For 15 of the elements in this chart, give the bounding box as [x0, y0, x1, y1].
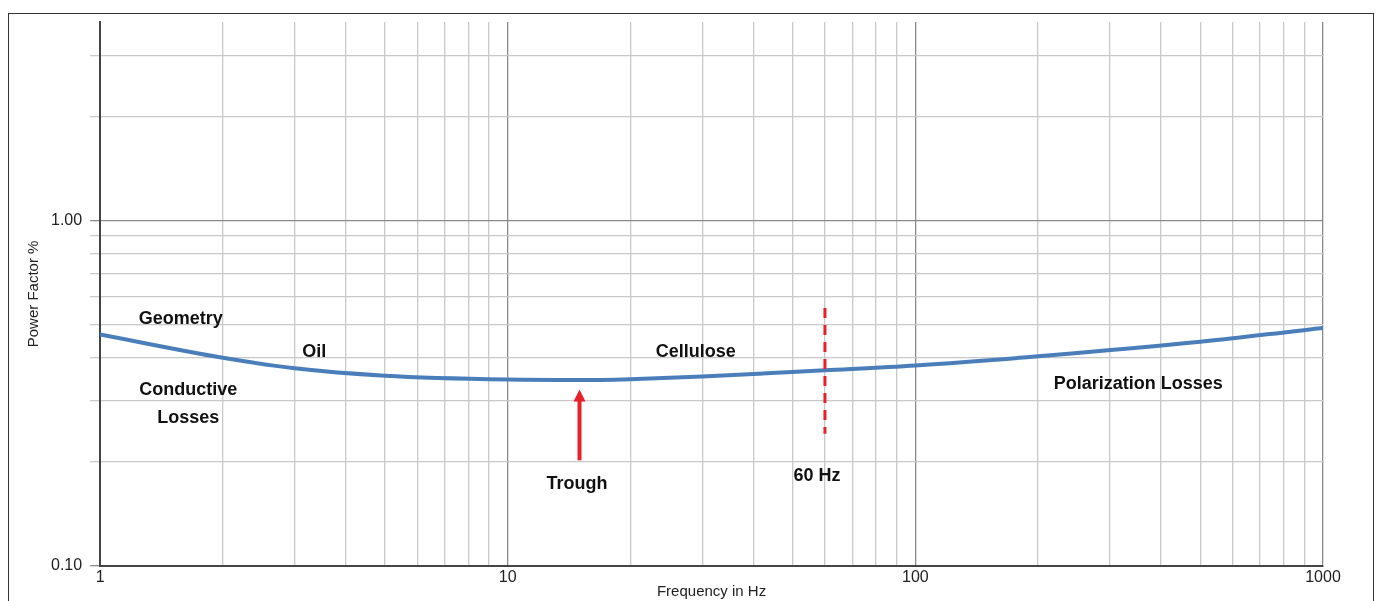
y-axis-title: Power Factor % — [24, 240, 42, 348]
annotation: Cellulose — [655, 341, 736, 362]
y-tick-label: 0.10 — [51, 556, 83, 574]
x-tick-label: 10 — [498, 567, 517, 585]
annotation: Polarization Losses — [1053, 372, 1223, 393]
x-tick-label: 1000 — [1305, 567, 1341, 585]
annotation: Trough — [546, 473, 608, 494]
annotation: Conductive Losses — [139, 378, 238, 427]
x-tick-label: 1 — [95, 567, 105, 585]
annotation: Oil — [302, 340, 327, 361]
annotation: Geometry — [138, 307, 223, 328]
y-tick-label: 1.00 — [51, 210, 83, 228]
x-axis-title: Frequency in Hz — [656, 582, 767, 600]
x-tick-label: 100 — [902, 567, 929, 585]
ref-line-label: 60 Hz — [793, 465, 841, 486]
